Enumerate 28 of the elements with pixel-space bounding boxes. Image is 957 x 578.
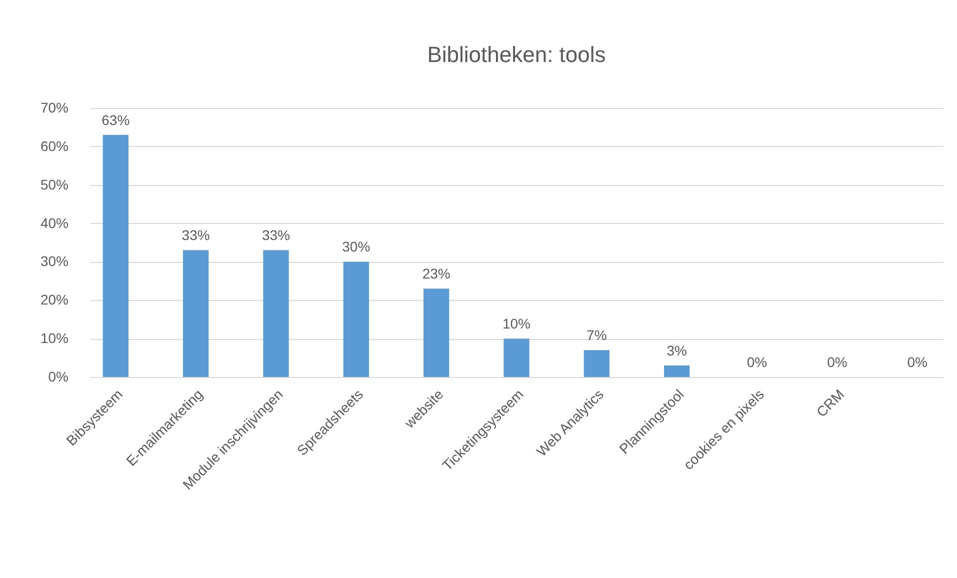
data-label: 63% (102, 112, 130, 128)
y-tick-label: 70% (40, 100, 68, 116)
bar (424, 288, 450, 377)
bar (263, 250, 289, 377)
chart-title: Bibliotheken: tools (427, 42, 606, 67)
bar (102, 134, 128, 377)
y-tick-label: 0% (48, 368, 68, 384)
bar (504, 338, 530, 377)
y-tick-label: 60% (40, 138, 68, 154)
bar (343, 262, 369, 377)
data-label: 10% (502, 316, 531, 332)
bar (182, 250, 209, 377)
y-tick-label: 40% (40, 214, 68, 231)
y-tick-label: 20% (40, 292, 68, 308)
y-tick-label: 10% (40, 330, 68, 346)
bar (664, 365, 690, 377)
data-label: 33% (262, 227, 290, 244)
data-label: 7% (586, 327, 607, 344)
data-label: 0% (746, 354, 768, 370)
bar (584, 350, 610, 377)
data-label: 33% (182, 227, 210, 244)
data-label: 30% (342, 238, 370, 255)
y-tick-label: 50% (40, 176, 68, 192)
data-label: 3% (666, 342, 687, 358)
data-label: 23% (422, 266, 450, 282)
data-label: 0% (907, 354, 928, 370)
data-label: 0% (827, 354, 848, 370)
y-tick-label: 30% (40, 253, 68, 270)
